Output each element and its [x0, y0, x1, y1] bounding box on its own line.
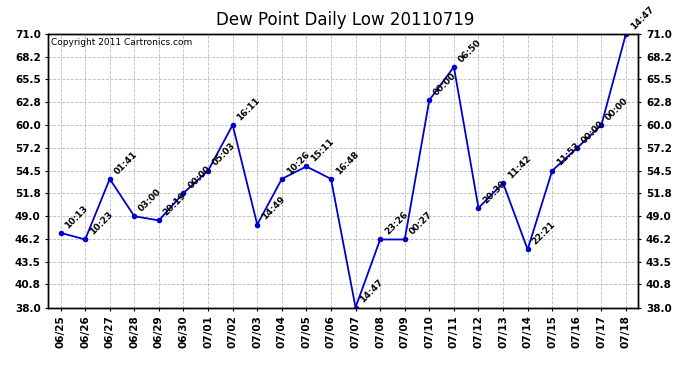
Text: 15:11: 15:11 [309, 137, 336, 164]
Text: 22:21: 22:21 [531, 220, 557, 247]
Text: 05:03: 05:03 [211, 141, 237, 168]
Text: 00:00: 00:00 [604, 96, 631, 122]
Text: Dew Point Daily Low 20110719: Dew Point Daily Low 20110719 [216, 11, 474, 29]
Text: 14:47: 14:47 [629, 4, 656, 31]
Text: 20:19: 20:19 [161, 191, 188, 217]
Text: 20:30: 20:30 [481, 179, 508, 205]
Text: 16:48: 16:48 [334, 150, 360, 176]
Text: 23:26: 23:26 [383, 210, 410, 237]
Text: 03:00: 03:00 [137, 187, 164, 213]
Text: 14:49: 14:49 [260, 195, 287, 222]
Text: 10:23: 10:23 [88, 210, 115, 237]
Text: 01:41: 01:41 [112, 150, 139, 176]
Text: 00:00: 00:00 [580, 119, 606, 146]
Text: 16:11: 16:11 [235, 96, 262, 122]
Text: 10:13: 10:13 [63, 204, 90, 230]
Text: 00:00: 00:00 [186, 164, 213, 190]
Text: Copyright 2011 Cartronics.com: Copyright 2011 Cartronics.com [51, 38, 193, 47]
Text: 11:42: 11:42 [506, 154, 533, 180]
Text: 06:50: 06:50 [457, 38, 483, 64]
Text: 00:00: 00:00 [432, 71, 458, 98]
Text: 11:53: 11:53 [555, 141, 582, 168]
Text: 14:47: 14:47 [358, 278, 385, 305]
Text: 10:26: 10:26 [284, 150, 311, 176]
Text: 00:27: 00:27 [408, 210, 434, 237]
